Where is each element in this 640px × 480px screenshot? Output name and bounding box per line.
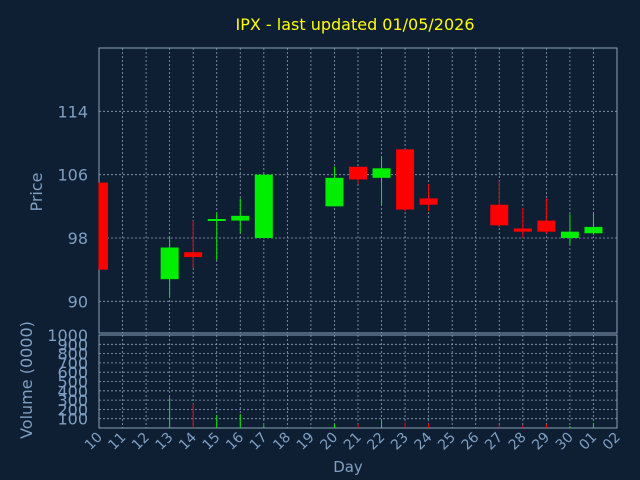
candle [98, 182, 108, 270]
candle [537, 198, 556, 234]
day-tick-label: 26 [459, 429, 483, 453]
candle [513, 207, 532, 238]
day-tick-label: 13 [153, 430, 177, 454]
volume-tick-label: 800 [57, 345, 88, 364]
day-tick-label: 15 [200, 430, 224, 454]
candle-body [419, 198, 438, 205]
candle-body [490, 204, 509, 226]
volume-tick-label: 1000 [47, 326, 88, 345]
day-axis-label: Day [333, 458, 363, 476]
candle-body [372, 168, 391, 178]
candle [372, 157, 391, 205]
day-tick-label: 27 [482, 430, 506, 454]
candle [584, 212, 603, 235]
candle-body [513, 228, 532, 232]
candle-body [560, 231, 579, 238]
candles [98, 149, 603, 297]
candle-body [254, 174, 273, 238]
price-tick-label: 114 [57, 102, 88, 121]
price-tick-labels: 90 98 106 114 [57, 102, 88, 311]
day-tick-label: 12 [129, 430, 153, 454]
day-tick-label: 28 [506, 430, 530, 454]
candle [349, 166, 367, 185]
candle-body [537, 220, 556, 232]
price-plot-frame [98, 47, 618, 334]
candle-body [584, 226, 603, 234]
volume-grid [98, 334, 618, 429]
day-tick-label: 02 [600, 430, 624, 454]
day-tick-label: 18 [270, 430, 294, 454]
price-tick-label: 98 [68, 229, 88, 248]
volume-axis-label: Volume (0000) [17, 321, 36, 439]
candle [207, 212, 226, 261]
candle-body [184, 252, 203, 257]
day-tick-label: 25 [435, 430, 459, 454]
price-tick-label: 106 [57, 166, 88, 185]
candle [419, 184, 438, 212]
day-tick-label: 22 [364, 430, 388, 454]
candle [396, 149, 415, 212]
price-tick-label: 90 [68, 292, 88, 311]
candle [184, 220, 203, 269]
price-axis-label: Price [27, 172, 46, 211]
volume-tick-label: 300 [57, 391, 88, 410]
candle [254, 174, 273, 238]
candle [490, 181, 509, 227]
volume-tick-label: 900 [57, 335, 88, 354]
candle-body [160, 247, 179, 280]
candle [560, 214, 579, 245]
volume-tick-label: 200 [57, 400, 88, 419]
candle [231, 198, 250, 234]
candle-body [231, 215, 250, 221]
day-tick-label: 14 [176, 429, 200, 453]
day-tick-label: 10 [82, 430, 106, 454]
candle-body [207, 219, 226, 221]
day-tick-label: 19 [294, 430, 318, 454]
volume-tick-label: 100 [57, 410, 88, 429]
day-tick-label: 20 [317, 430, 341, 454]
candle [325, 166, 344, 207]
candle-body [396, 149, 415, 210]
day-tick-labels: 10 11 12 13 14 15 16 17 18 19 20 21 22 23 24 25 26 27 28 29… [82, 429, 624, 453]
volume-tick-label: 700 [57, 354, 88, 373]
volume-tick-label: 400 [57, 382, 88, 401]
day-tick-label: 24 [412, 429, 436, 453]
price-grid [98, 47, 618, 334]
day-tick-label: 29 [529, 430, 553, 454]
candle-body [99, 182, 108, 270]
day-tick-label: 17 [247, 430, 271, 454]
day-tick-label: 23 [388, 430, 412, 454]
day-tick-label: 11 [105, 430, 129, 454]
day-tick-label: 30 [553, 430, 577, 454]
volume-bars [169, 397, 594, 428]
day-tick-label: 01 [576, 430, 600, 454]
day-tick-label: 16 [223, 429, 247, 453]
candle-body [349, 166, 367, 180]
volume-tick-label: 600 [57, 363, 88, 382]
candle [160, 236, 179, 297]
day-tick-label: 21 [341, 430, 365, 454]
volume-tick-label: 500 [57, 373, 88, 392]
chart-title: IPX - last updated 01/05/2026 [235, 15, 474, 34]
candle-body [325, 177, 344, 207]
